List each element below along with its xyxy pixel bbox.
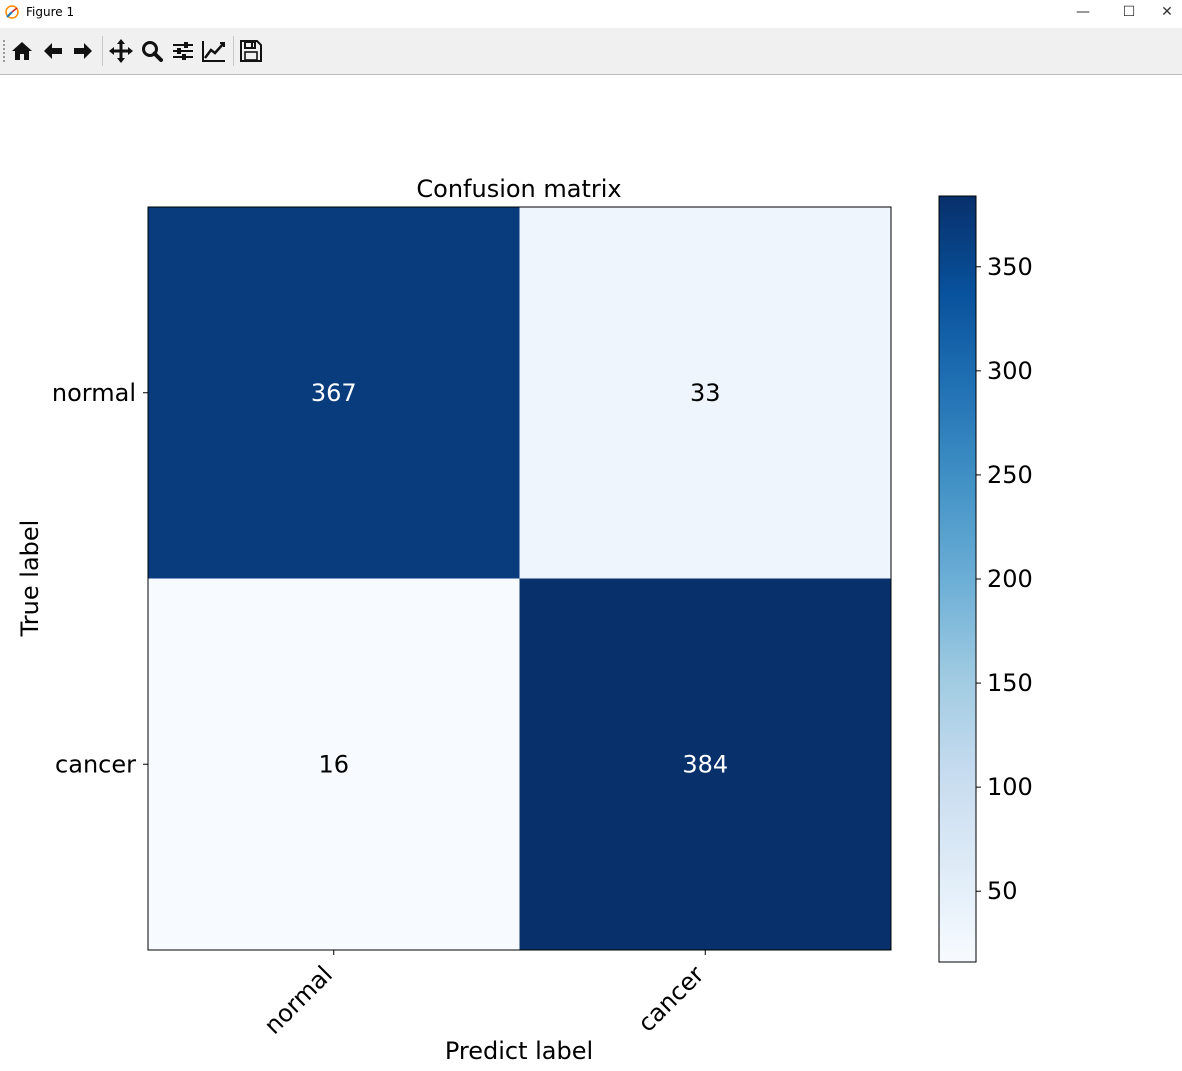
y-tick-label: cancer — [55, 750, 136, 778]
back-button[interactable] — [40, 38, 66, 64]
subplots-button[interactable] — [170, 38, 196, 64]
x-axis-label: Predict label — [445, 1037, 593, 1065]
cell-value: 384 — [682, 750, 728, 778]
home-icon — [12, 42, 32, 60]
confusion-matrix-plot: Confusion matrix 367 33 16 384 normal cancer… — [16, 175, 1033, 1065]
cell-cancer-cancer — [519, 578, 892, 951]
colorbar-tick-label: 250 — [987, 461, 1033, 489]
back-arrow-icon — [44, 43, 62, 59]
colorbar-tick-label: 300 — [987, 357, 1033, 385]
colorbar-tick-label: 50 — [987, 877, 1018, 905]
zoom-button[interactable] — [139, 38, 165, 64]
window-title: Figure 1 — [26, 5, 75, 19]
cell-value: 16 — [318, 750, 349, 778]
y-tick-label: normal — [52, 379, 136, 407]
home-button[interactable] — [9, 38, 35, 64]
edit-axis-icon — [202, 41, 225, 62]
cell-cancer-normal — [148, 578, 520, 951]
colorbar-ticks: 50 100 150 200 250 300 350 — [976, 253, 1033, 905]
navigation-toolbar — [0, 28, 1182, 75]
colorbar-tick-label: 150 — [987, 669, 1033, 697]
colorbar-tick-label: 100 — [987, 773, 1033, 801]
toolbar-separator — [233, 36, 234, 66]
close-button[interactable]: ✕ — [1161, 4, 1173, 20]
cell-value: 33 — [690, 379, 721, 407]
toolbar-separator — [102, 36, 103, 66]
chart-title: Confusion matrix — [416, 175, 621, 203]
figure-canvas[interactable]: Confusion matrix 367 33 16 384 normal cancer… — [0, 75, 1182, 1071]
colorbar-tick-label: 350 — [987, 253, 1033, 281]
minimize-button[interactable]: — — [1076, 4, 1090, 20]
x-tick-label: cancer — [632, 960, 709, 1037]
cell-value-labels: 367 33 16 384 — [311, 379, 728, 779]
forward-button[interactable] — [70, 38, 96, 64]
window-titlebar: Figure 1 — ☐ ✕ — [0, 0, 1182, 24]
toolbar-grip[interactable] — [3, 40, 7, 62]
cell-value: 367 — [311, 379, 357, 407]
colorbar — [938, 195, 977, 963]
cell-normal-cancer — [519, 207, 892, 579]
cell-normal-normal — [148, 207, 520, 579]
colorbar-tick-label: 200 — [987, 565, 1033, 593]
y-axis-ticks: normal cancer — [52, 379, 148, 778]
forward-arrow-icon — [74, 43, 92, 59]
zoom-icon — [142, 41, 163, 62]
subplots-icon — [173, 42, 193, 60]
y-axis-label: True label — [16, 520, 44, 638]
save-icon — [240, 40, 262, 62]
matplotlib-app-icon — [5, 5, 19, 19]
x-tick-label: normal — [259, 960, 338, 1039]
pan-icon — [109, 39, 133, 63]
maximize-button[interactable]: ☐ — [1122, 4, 1136, 20]
pan-button[interactable] — [108, 38, 134, 64]
edit-axis-button[interactable] — [201, 38, 227, 64]
heatmap-cells — [148, 207, 892, 951]
x-axis-ticks: normal cancer — [259, 950, 710, 1040]
axes-frame — [147, 206, 892, 951]
save-button[interactable] — [238, 38, 264, 64]
